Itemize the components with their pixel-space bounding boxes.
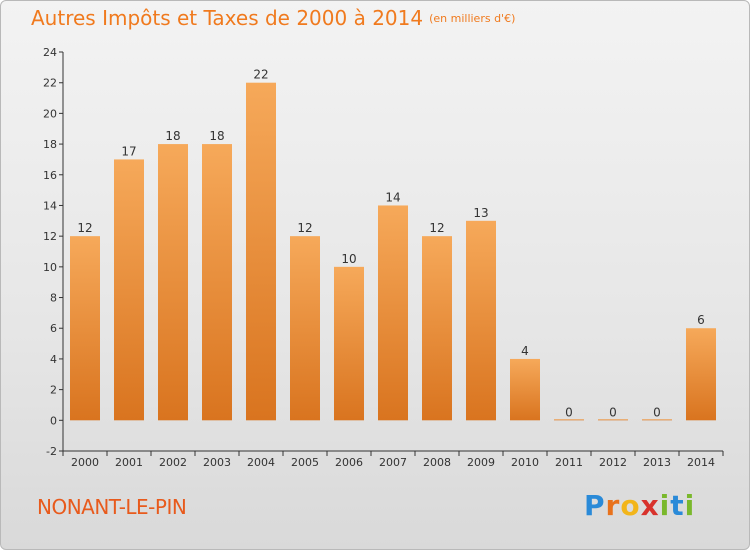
value-label: 12 [297,221,312,235]
y-tick-label: 24 [43,46,57,59]
logo-letter: x [640,489,660,522]
y-tick-label: 18 [43,138,57,151]
value-label: 0 [609,405,617,419]
bar [554,419,584,421]
value-label: 13 [473,206,488,220]
y-tick-label: -2 [46,445,57,458]
x-tick-label: 2005 [291,456,319,469]
logo-letter: P [584,489,606,522]
bar [422,236,452,421]
bar [334,266,364,421]
value-label: 14 [385,190,400,204]
bar [290,236,320,421]
value-labels: 12 17 18 18 22 12 10 14 12 13 4 0 0 0 6 [77,68,704,420]
x-tick-label: 2001 [115,456,143,469]
x-tick-label: 2012 [599,456,627,469]
value-label: 12 [429,221,444,235]
x-tick-label: 2008 [423,456,451,469]
value-label: 18 [165,129,180,143]
value-label: 0 [565,405,573,419]
x-tick-label: 2010 [511,456,539,469]
value-label: 17 [121,144,136,158]
logo-letter: o [620,489,641,522]
value-label: 22 [253,68,268,82]
bar [246,82,276,421]
y-tick-label: 6 [50,322,57,335]
y-tick-label: 14 [43,199,57,212]
chart-unit: (en milliers d'€) [429,12,516,25]
bar [70,236,100,421]
chart-title-text: Autres Impôts et Taxes de 2000 à 2014 [31,6,424,30]
x-tick-label: 2006 [335,456,363,469]
bar [510,358,540,421]
bar [686,328,716,421]
logo-letter: t [670,489,685,522]
bars [70,82,716,421]
x-tick-label: 2014 [687,456,715,469]
bar [202,144,232,421]
x-tick-label: 2000 [71,456,99,469]
x-tick-label: 2013 [643,456,671,469]
bar [598,419,628,421]
proxiti-logo[interactable]: Proxiti [584,489,695,522]
y-tick-label: 12 [43,230,57,243]
bar [114,159,144,421]
x-tick-label: 2011 [555,456,583,469]
value-label: 4 [521,344,529,358]
y-tick-label: 10 [43,261,57,274]
logo-letter: r [605,489,621,522]
x-tick-label: 2004 [247,456,275,469]
value-label: 10 [341,252,356,266]
y-tick-label: 22 [43,77,57,90]
x-tick-label: 2009 [467,456,495,469]
value-label: 6 [697,313,705,327]
bar [466,220,496,421]
logo-letter: i [684,489,696,522]
bar [378,205,408,421]
y-tick-label: 20 [43,107,57,120]
x-tick-label: 2007 [379,456,407,469]
y-tick-label: 8 [50,292,57,305]
value-label: 18 [209,129,224,143]
x-tick-label: 2002 [159,456,187,469]
y-tick-label: 0 [50,414,57,427]
x-tick-label: 2003 [203,456,231,469]
bar [642,419,672,421]
value-label: 12 [77,221,92,235]
commune-name: NONANT-LE-PIN [37,495,187,519]
y-tick-label: 2 [50,384,57,397]
bar [158,144,188,421]
value-label: 0 [653,405,661,419]
chart-title: Autres Impôts et Taxes de 2000 à 2014 (en… [31,6,515,30]
logo-letter: i [659,489,671,522]
y-tick-label: 16 [43,169,57,182]
y-tick-label: 4 [50,353,57,366]
